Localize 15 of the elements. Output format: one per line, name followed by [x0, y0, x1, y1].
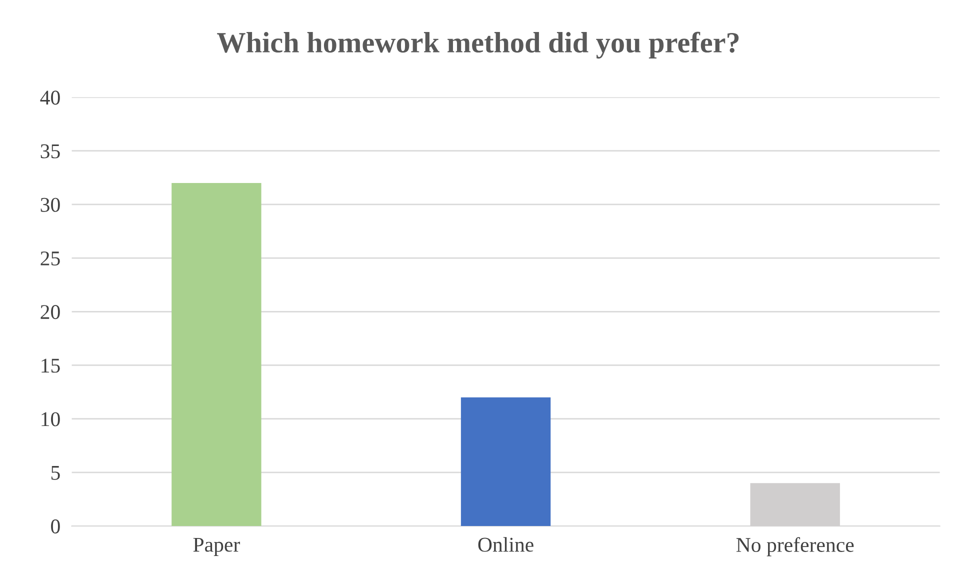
bar [172, 183, 262, 526]
y-tick-label: 10 [42, 412, 60, 426]
y-tick-label: 5 [51, 466, 60, 480]
y-tick-label: 30 [40, 198, 60, 212]
y-tick-label: 20 [40, 305, 60, 320]
y-tick-label: 35 [40, 144, 60, 158]
x-tick-label: No preference [736, 537, 854, 556]
x-tick-label: Online [478, 537, 534, 552]
bar [460, 397, 551, 526]
chart-title: Which homework method did you prefer? [217, 32, 739, 59]
y-tick-label: 25 [40, 251, 60, 266]
y-tick-label: 0 [51, 519, 60, 534]
x-tick-label: Paper [193, 538, 240, 556]
y-tick-label: 40 [40, 90, 60, 105]
y-tick-label: 15 [42, 358, 60, 373]
